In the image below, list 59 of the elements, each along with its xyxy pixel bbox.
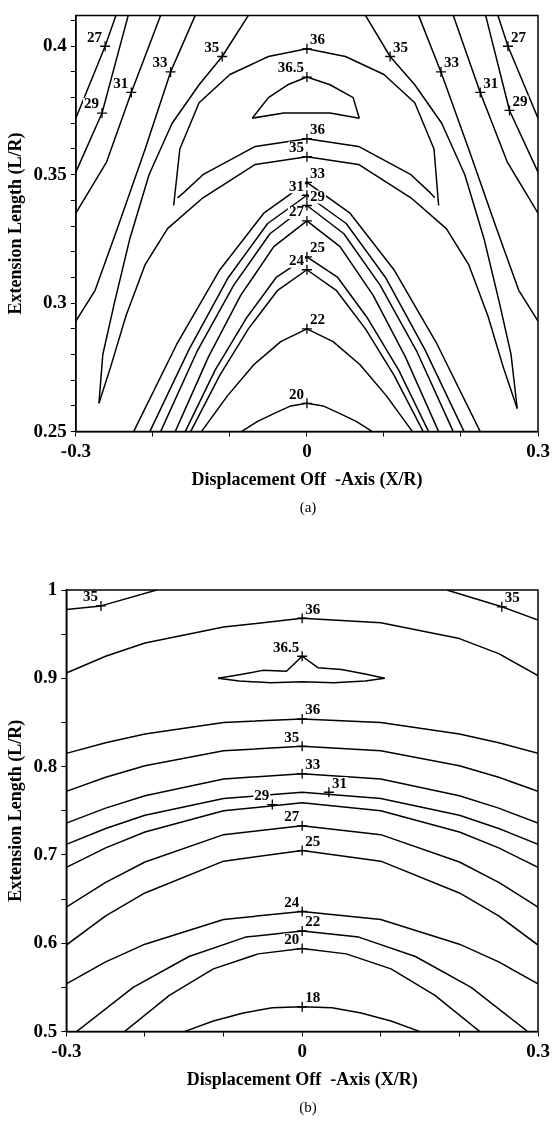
annotation: 36 (305, 600, 321, 617)
annotation: 22 (305, 913, 321, 930)
annotation: 29 (512, 92, 528, 109)
y-axis-title: Extension Length (L/R) (5, 132, 27, 315)
annotation: 20 (288, 385, 304, 402)
annotation: 36 (309, 121, 326, 138)
x-tick-label: -0.3 (51, 1039, 82, 1061)
annotation: 35 (284, 728, 300, 745)
x-tick-label: -0.3 (60, 439, 91, 461)
x-tick-label: 0 (297, 1039, 307, 1061)
text: (a) (298, 498, 318, 517)
annotation: 33 (309, 164, 325, 181)
annotation: 35 (82, 588, 98, 605)
annotation: 27 (87, 28, 103, 45)
text: (b) (298, 1098, 318, 1117)
annotation: 27 (288, 203, 305, 220)
y-tick-label: 0.3 (43, 291, 67, 313)
y-tick-label: 1 (47, 577, 58, 599)
annotation: 33 (152, 54, 168, 71)
annotation: 36.5 (272, 638, 300, 655)
annotation: 33 (443, 54, 459, 71)
annotation: 35 (393, 38, 409, 55)
annotation: 33 (305, 756, 321, 773)
annotation: 24 (284, 893, 300, 910)
annotation: 31 (331, 774, 347, 791)
y-tick-label: 0.5 (33, 1019, 58, 1041)
x-axis-title: Displacement Off -Axis (X/R) (186, 1068, 418, 1090)
y-tick-label: 0.4 (43, 34, 68, 56)
y-tick-label: 0.7 (33, 842, 58, 864)
annotation: 31 (113, 74, 129, 91)
annotation: 18 (305, 989, 321, 1006)
annotation: 31 (483, 74, 499, 91)
annotation: 35 (204, 38, 220, 55)
y-tick-label: 0.35 (33, 162, 67, 184)
annotation: 27 (284, 808, 300, 825)
annotation: 27 (510, 28, 527, 45)
annotation: 31 (288, 177, 304, 194)
y-tick-label: 0.25 (33, 419, 67, 441)
annotation: 25 (305, 832, 321, 849)
annotation: 24 (288, 252, 305, 269)
annotation: 36.5 (277, 59, 304, 76)
annotation: 20 (284, 930, 300, 947)
y-tick-label: 0.8 (33, 754, 58, 776)
y-tick-label: 0.6 (33, 931, 58, 953)
annotation: 25 (309, 239, 325, 256)
x-tick-label: 0.3 (526, 1039, 550, 1061)
annotation: 35 (504, 589, 520, 606)
x-tick-label: 0.3 (526, 439, 550, 461)
annotation: 29 (309, 187, 325, 204)
y-axis-title: Extension Length (L/R) (5, 719, 27, 902)
y-tick-label: 0.9 (33, 666, 58, 688)
x-axis-title: Displacement Off -Axis (X/R) (191, 468, 423, 490)
annotation: 29 (254, 786, 270, 803)
x-tick-label: 0 (302, 439, 312, 461)
annotation: 35 (288, 139, 304, 156)
annotation: 22 (309, 311, 325, 328)
annotation: 36 (305, 701, 321, 718)
annotation: 29 (84, 95, 100, 112)
annotation: 36 (309, 31, 326, 48)
